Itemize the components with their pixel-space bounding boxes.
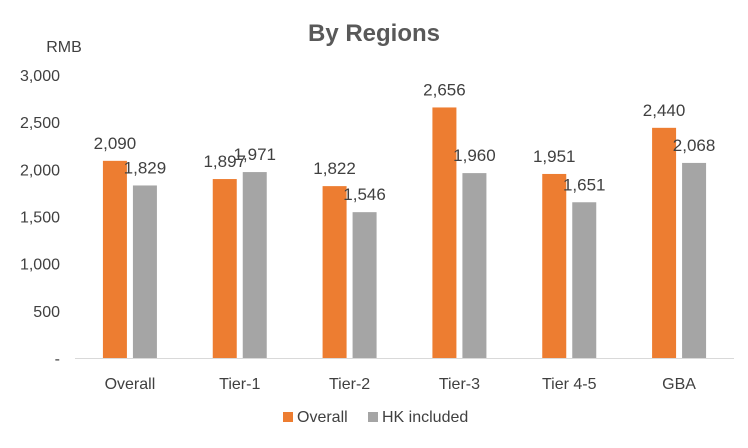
x-axis-ticks: Overall Tier-1 Tier-2 Tier-3 Tier 4-5 GBA: [105, 376, 697, 393]
x-tick-label: Tier-2: [329, 376, 370, 393]
data-label: 2,090: [94, 134, 137, 153]
bar-hk-included: [572, 202, 597, 358]
legend-swatch: [368, 412, 378, 422]
legend-label: HK included: [382, 409, 468, 426]
legend: Overall HK included: [283, 409, 468, 426]
bar-overall: [542, 173, 567, 358]
bar-overall: [212, 179, 237, 358]
bar-hk-included: [242, 172, 267, 358]
data-label: 1,951: [533, 147, 576, 166]
bar-overall: [102, 160, 127, 358]
bar-overall: [432, 107, 457, 358]
data-label: 1,651: [563, 175, 606, 194]
y-tick-label: 500: [33, 304, 60, 321]
x-tick-label: Overall: [105, 376, 156, 393]
data-label: 1,822: [313, 159, 356, 178]
bar-hk-included: [352, 212, 377, 358]
x-tick-label: Tier 4-5: [542, 376, 597, 393]
bar-overall: [322, 186, 347, 358]
y-tick-label: 2,500: [20, 115, 60, 132]
x-tick-label: Tier-3: [439, 376, 480, 393]
bar-hk-included: [682, 162, 707, 358]
y-tick-label: -: [55, 351, 60, 368]
y-tick-label: 1,000: [20, 257, 60, 274]
x-tick-label: Tier-1: [219, 376, 260, 393]
y-tick-label: 3,000: [20, 68, 60, 85]
bar-hk-included: [132, 185, 157, 358]
bar-overall: [652, 127, 677, 359]
chart-title: By Regions: [308, 20, 440, 47]
y-axis-ticks: - 500 1,000 1,500 2,000 2,500 3,000: [20, 68, 60, 368]
legend-swatch: [283, 412, 293, 422]
y-tick-label: 1,500: [20, 210, 60, 227]
data-label: 2,656: [423, 80, 466, 99]
y-axis-unit-label: RMB: [46, 39, 82, 56]
data-label: 1,829: [124, 158, 167, 177]
data-label: 1,960: [453, 146, 496, 165]
data-label: 1,971: [233, 145, 276, 164]
legend-label: Overall: [297, 409, 348, 426]
data-label: 2,440: [643, 101, 686, 120]
bar-hk-included: [462, 173, 487, 358]
y-tick-label: 2,000: [20, 162, 60, 179]
data-label: 1,897: [203, 152, 246, 171]
data-label: 1,546: [343, 185, 386, 204]
data-label: 2,068: [673, 136, 716, 155]
x-tick-label: GBA: [662, 376, 696, 393]
